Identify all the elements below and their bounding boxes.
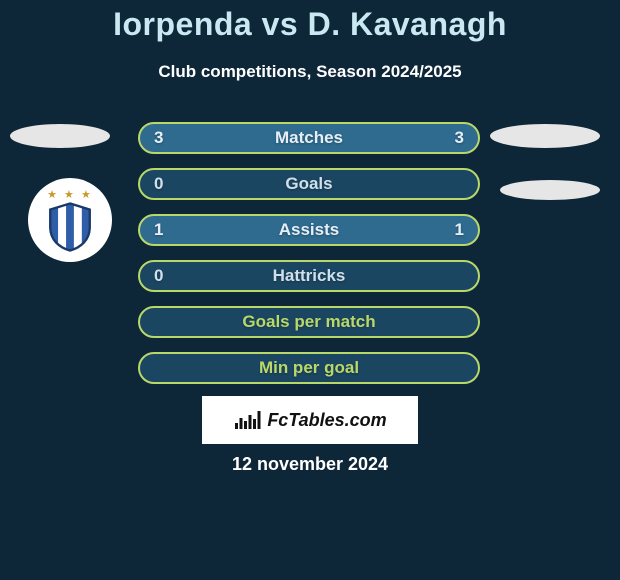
stat-row: Assists 1 1 (138, 214, 480, 246)
page-title: Iorpenda vs D. Kavanagh (0, 6, 620, 43)
decor-ellipse-right-lower (500, 180, 600, 200)
decor-ellipse-top-right (490, 124, 600, 148)
stat-label: Assists (279, 220, 339, 240)
crest-shield-icon (47, 202, 93, 252)
comparison-canvas: Iorpenda vs D. Kavanagh Club competition… (0, 0, 620, 580)
stat-value-left: 3 (154, 128, 163, 148)
date-label: 12 november 2024 (0, 454, 620, 475)
brand-text: FcTables.com (267, 410, 386, 431)
stat-row: Goals 0 (138, 168, 480, 200)
brand-bars-icon (233, 409, 261, 431)
stat-row: Hattricks 0 (138, 260, 480, 292)
stat-row: Matches 3 3 (138, 122, 480, 154)
stat-value-left: 1 (154, 220, 163, 240)
stat-label: Goals (285, 174, 332, 194)
decor-ellipse-top-left (10, 124, 110, 148)
stat-label: Hattricks (273, 266, 346, 286)
brand-box: FcTables.com (202, 396, 418, 444)
stat-label: Min per goal (259, 358, 359, 378)
stat-value-right: 1 (455, 220, 464, 240)
crest-stars-icon: ★ ★ ★ (47, 188, 93, 201)
club-crest: ★ ★ ★ (28, 178, 112, 262)
stat-value-left: 0 (154, 266, 163, 286)
stat-row: Goals per match (138, 306, 480, 338)
stat-label: Matches (275, 128, 343, 148)
page-subtitle: Club competitions, Season 2024/2025 (0, 62, 620, 82)
stat-label: Goals per match (242, 312, 375, 332)
stat-row: Min per goal (138, 352, 480, 384)
stat-value-right: 3 (455, 128, 464, 148)
stat-value-left: 0 (154, 174, 163, 194)
